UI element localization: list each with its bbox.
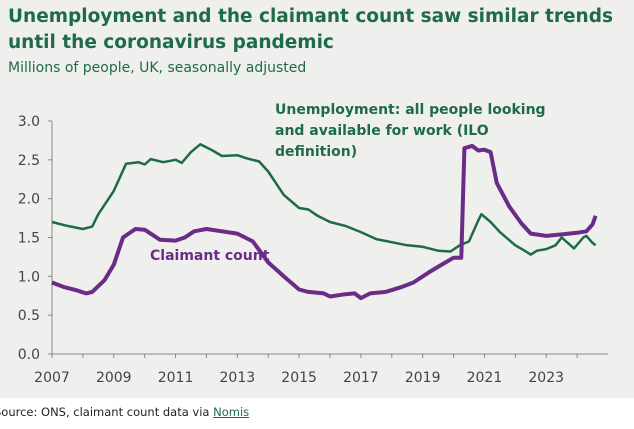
x-tick-label: 2017 <box>343 370 379 386</box>
axes: 0.0 0.5 1.0 1.5 2.0 2.5 3.0 2007 2009 2011 2013 201… <box>18 114 608 386</box>
x-tick-label: 2019 <box>405 370 441 386</box>
source-text: Source: ONS, claimant count data via <box>0 405 214 419</box>
y-tick-label: 3.0 <box>18 114 40 130</box>
line-chart: 0.0 0.5 1.0 1.5 2.0 2.5 3.0 2007 2009 2011 2013 201… <box>18 102 608 386</box>
series-lines <box>51 143 598 301</box>
y-tick-label: 1.5 <box>18 231 40 247</box>
y-tick-label: 1.0 <box>18 269 40 285</box>
x-tick-label: 2011 <box>158 370 194 386</box>
x-tick-label: 2009 <box>96 370 132 386</box>
y-tick-label: 0.0 <box>18 347 40 363</box>
unemployment-line <box>51 143 597 256</box>
chart-subtitle: Millions of people, UK, seasonally adjus… <box>8 60 307 76</box>
x-tick-label: 2023 <box>528 370 564 386</box>
source-note: Source: ONS, claimant count data via Nom… <box>0 405 249 419</box>
claimant-count-line <box>51 143 598 301</box>
x-tick-label: 2013 <box>220 370 256 386</box>
annotation-unemployment-3: definition) <box>275 144 357 160</box>
annotation-unemployment-2: and available for work (ILO <box>275 123 489 139</box>
x-tick-label: 2007 <box>34 370 70 386</box>
annotation-unemployment-1: Unemployment: all people looking <box>275 102 546 118</box>
footer-background <box>0 398 634 429</box>
y-tick-label: 0.5 <box>18 308 40 324</box>
nomis-link[interactable]: Nomis <box>213 405 250 419</box>
x-tick-label: 2021 <box>467 370 503 386</box>
y-tick-label: 2.0 <box>18 192 40 208</box>
chart-title: Unemployment and the claimant count saw … <box>8 6 613 53</box>
annotation-claimant: Claimant count <box>150 248 270 264</box>
y-tick-label: 2.5 <box>18 153 40 169</box>
x-tick-label: 2015 <box>281 370 317 386</box>
